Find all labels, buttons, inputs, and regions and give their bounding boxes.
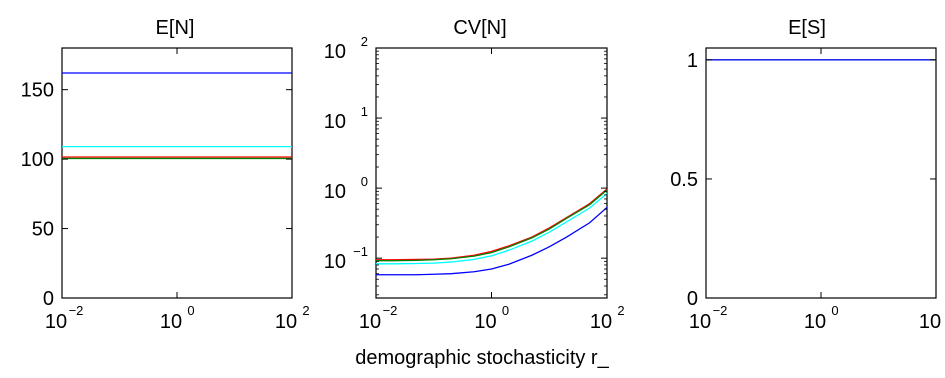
x-tick-label: 10 (474, 311, 496, 333)
x-tick-exponent: 2 (617, 303, 624, 318)
axes-frame (705, 47, 937, 299)
x-tick-label: 10 (359, 311, 381, 333)
panel-title: CV[N] (453, 17, 506, 39)
x-tick-label: 10 (275, 311, 297, 333)
x-tick-label: 10 (919, 311, 941, 333)
x-tick-exponent: −2 (713, 303, 728, 318)
series-line-2 (376, 192, 608, 265)
y-tick-label: 50 (32, 219, 54, 241)
y-tick-label: 1 (687, 50, 698, 72)
y-tick-label: 0 (43, 288, 54, 310)
shared-x-axis-label: demographic stochasticity r_ (355, 347, 609, 369)
y-tick-exponent: 2 (361, 34, 368, 49)
x-tick-label: 10 (45, 311, 67, 333)
series-line-3 (376, 206, 608, 276)
y-tick-exponent: 1 (361, 104, 368, 119)
x-tick-exponent: 2 (302, 303, 309, 318)
x-tick-exponent: −2 (69, 303, 84, 318)
y-tick-label: 100 (21, 149, 54, 171)
x-tick-exponent: 0 (187, 303, 194, 318)
series-line-1 (376, 189, 608, 262)
x-tick-exponent: 0 (502, 303, 509, 318)
y-tick-label: 0.5 (670, 169, 698, 191)
panel-expected-survival: E[S] 10−210010200.51 (670, 17, 941, 333)
x-tick-exponent: 0 (831, 303, 838, 318)
y-tick-exponent: −1 (353, 244, 368, 259)
panel-title: E[N] (156, 17, 195, 39)
y-tick-label: 150 (21, 80, 54, 102)
y-tick-label: 0 (687, 288, 698, 310)
x-tick-label: 10 (804, 311, 826, 333)
series-line-0 (376, 188, 608, 261)
y-tick-label: 10 (324, 111, 346, 133)
x-tick-label: 10 (160, 311, 182, 333)
x-tick-exponent: −2 (383, 303, 398, 318)
x-tick-label: 10 (689, 311, 711, 333)
x-tick-label: 10 (590, 311, 612, 333)
axes-frame (61, 47, 293, 299)
y-tick-label: 10 (324, 41, 346, 63)
y-tick-label: 10 (324, 181, 346, 203)
y-tick-exponent: 0 (361, 174, 368, 189)
panel-title: E[S] (788, 17, 826, 39)
y-tick-label: 10 (324, 251, 346, 273)
